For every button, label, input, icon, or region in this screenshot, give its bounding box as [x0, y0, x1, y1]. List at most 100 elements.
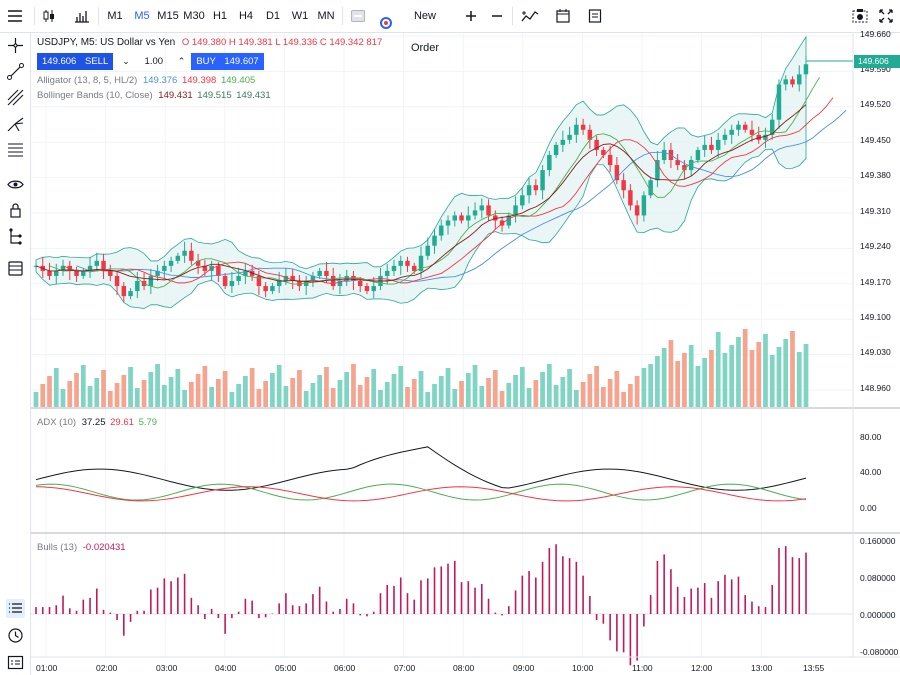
candle-body	[236, 275, 241, 281]
volume-bar	[526, 388, 532, 407]
eye-icon[interactable]	[6, 175, 25, 194]
calendar-icon[interactable]	[556, 9, 570, 23]
fib-levels-icon[interactable]	[6, 140, 25, 159]
candle-body	[513, 205, 518, 216]
tf-h1[interactable]: H1	[212, 10, 228, 22]
qty-up-icon[interactable]: ⌃	[177, 56, 186, 66]
crosshair-icon[interactable]	[6, 36, 25, 55]
candle-body	[459, 215, 464, 221]
candle-body	[493, 215, 498, 221]
pitchfork-icon[interactable]	[6, 114, 25, 133]
quantity-input[interactable]: 1.00	[144, 56, 164, 67]
qty-down-icon[interactable]: ⌄	[122, 56, 130, 66]
candle-body	[425, 245, 430, 256]
fullscreen-icon[interactable]	[879, 9, 893, 23]
volume-bar	[317, 375, 323, 407]
candle-body	[364, 286, 370, 292]
candle-body	[736, 124, 741, 130]
camera-icon[interactable]	[852, 8, 868, 24]
ohlc-values: O 149.380 H 149.381 L 149.336 C 149.342 …	[181, 37, 383, 48]
adx-legend[interactable]: ADX (10) 37.25 29.61 5.79	[37, 417, 157, 428]
candle-body	[182, 250, 187, 256]
volume-bar	[513, 375, 518, 407]
candle-body	[601, 149, 606, 155]
volume-bar	[472, 365, 478, 407]
candles-icon[interactable]	[42, 9, 58, 23]
candle-body	[263, 286, 268, 292]
screenshot-toggle-icon[interactable]	[351, 10, 365, 22]
alligator-legend[interactable]: Alligator (13, 8, 5, HL/2) 149.376 149.3…	[37, 75, 271, 88]
candle-body	[283, 275, 289, 281]
alligator-lips-value: 149.405	[220, 75, 256, 86]
tf-m1[interactable]: M1	[107, 10, 123, 22]
volume-bar	[182, 390, 187, 407]
menu-icon[interactable]	[7, 9, 25, 23]
bollinger-legend[interactable]: Bollinger Bands (10, Close) 149.431 149.…	[37, 90, 271, 103]
candle-body	[175, 255, 181, 261]
tf-m5[interactable]: M5	[134, 10, 150, 22]
candle-body	[108, 270, 113, 276]
candle-body	[486, 205, 491, 216]
object-tree-icon[interactable]	[6, 227, 25, 246]
volume-bar	[371, 369, 377, 407]
terminal-icon[interactable]	[6, 653, 25, 672]
candle-body	[540, 170, 545, 191]
tf-m15[interactable]: M15	[157, 10, 179, 22]
volume-bar	[486, 378, 491, 407]
adx-main-line	[35, 446, 807, 491]
parallel-channel-icon[interactable]	[6, 88, 25, 107]
notes-icon[interactable]	[588, 9, 602, 23]
tf-d1[interactable]: D1	[265, 10, 281, 22]
candle-body	[67, 265, 73, 271]
chart-style-icon[interactable]	[521, 8, 539, 24]
volume-bar	[492, 370, 498, 407]
adx-plus-value: 29.61	[110, 417, 134, 428]
lock-icon[interactable]	[6, 201, 25, 220]
adx-plus-line	[35, 483, 807, 501]
watchlist-icon[interactable]	[6, 599, 25, 618]
time-label: 12:00	[691, 663, 713, 673]
volume-bar	[249, 368, 255, 407]
buy-button[interactable]: BUY 149.607	[191, 53, 264, 70]
adx-minus-value: 5.79	[138, 417, 158, 428]
volume-bar	[594, 366, 599, 407]
candle-body	[148, 275, 154, 287]
volume-bar	[769, 355, 775, 407]
chart-grid	[31, 33, 853, 657]
candle-body	[60, 265, 66, 271]
sell-button[interactable]: 149.606 SELL	[37, 53, 114, 70]
tf-w1[interactable]: W1	[291, 10, 309, 22]
templates-icon[interactable]	[6, 259, 25, 278]
volume-bar	[729, 345, 735, 407]
buy-price: 149.607	[224, 56, 259, 67]
candle-body	[398, 260, 403, 266]
tf-h4[interactable]: H4	[238, 10, 254, 22]
zoom-in-icon[interactable]	[465, 10, 477, 22]
volume-bar	[222, 371, 228, 407]
volume-bar	[80, 365, 86, 407]
volume-bar	[175, 369, 181, 407]
bulls-legend[interactable]: Bulls (13) -0.020431	[37, 542, 126, 553]
bulls-axis-label: -0.080000	[860, 647, 899, 657]
candle-body	[81, 270, 86, 276]
new-order-button[interactable]: New Order	[378, 0, 450, 54]
time-label: 06:00	[334, 663, 356, 673]
candle-body	[391, 265, 397, 271]
indicators-icon[interactable]	[74, 9, 90, 23]
time-label: 01:00	[36, 663, 58, 673]
zoom-out-icon[interactable]	[491, 10, 503, 22]
alligator-jaw-value: 149.376	[142, 75, 178, 86]
history-icon[interactable]	[6, 626, 25, 645]
tf-mn[interactable]: MN	[317, 10, 335, 22]
candle-body	[709, 144, 714, 150]
candle-body	[553, 144, 559, 155]
trend-line-icon[interactable]	[6, 62, 25, 81]
candle-body	[702, 144, 707, 150]
tf-m30[interactable]: M30	[183, 10, 205, 22]
volume-bar	[357, 385, 363, 407]
adx-axis-label: 0.00	[860, 503, 877, 513]
candle-body	[479, 205, 485, 211]
volume-bar	[688, 345, 694, 407]
volume-bar	[553, 385, 559, 407]
new-order-label: New Order	[410, 10, 440, 54]
